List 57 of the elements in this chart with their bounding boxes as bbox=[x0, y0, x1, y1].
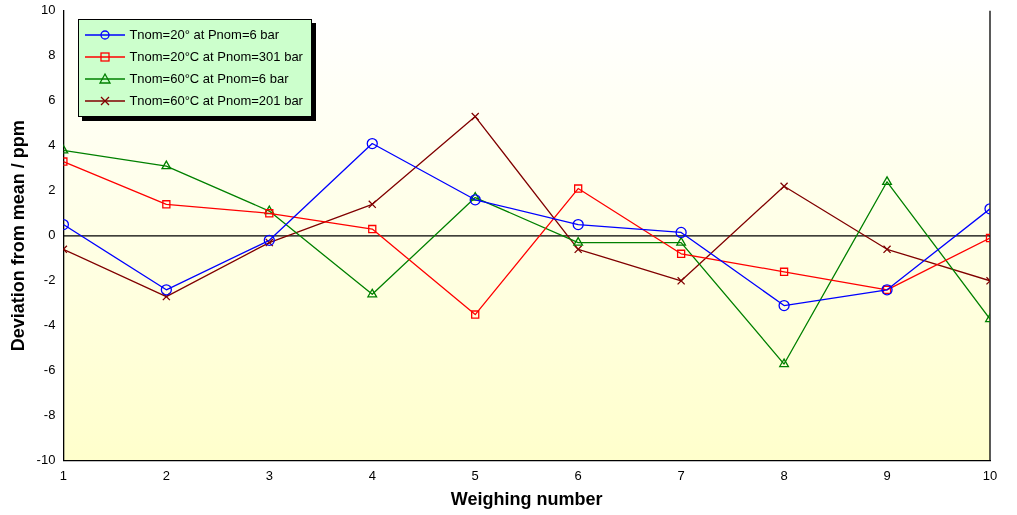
x-tick-label: 4 bbox=[368, 468, 376, 484]
point bbox=[675, 226, 687, 239]
point bbox=[573, 245, 583, 254]
y-axis-title: Deviation from mean / ppm bbox=[7, 120, 28, 352]
point bbox=[779, 182, 789, 191]
x-tick-label: 5 bbox=[471, 468, 479, 484]
y-tick-label: -2 bbox=[43, 272, 56, 288]
x-tick-label: 10 bbox=[982, 468, 998, 484]
x-tick-label: 6 bbox=[574, 468, 582, 484]
x-axis-title: Weighing number bbox=[450, 489, 603, 510]
point bbox=[162, 200, 171, 209]
y-tick-label: 4 bbox=[48, 137, 56, 153]
legend-label: Tnom=20° at Pnom=6 bar bbox=[129, 27, 280, 43]
point bbox=[263, 234, 275, 246]
point bbox=[573, 236, 584, 246]
point bbox=[366, 137, 378, 150]
y-tick-label: 6 bbox=[48, 92, 56, 108]
y-tick-label: -8 bbox=[43, 407, 56, 423]
point bbox=[368, 224, 377, 234]
x-tick-label: 8 bbox=[780, 468, 788, 484]
point bbox=[471, 310, 480, 319]
x-tick-label: 3 bbox=[265, 468, 273, 484]
point bbox=[882, 245, 892, 254]
point bbox=[573, 184, 583, 193]
point bbox=[882, 176, 893, 185]
point bbox=[470, 191, 481, 201]
y-tick-label: -6 bbox=[43, 362, 56, 378]
point bbox=[676, 276, 686, 285]
point bbox=[572, 218, 584, 231]
y-tick-label: 8 bbox=[48, 47, 56, 63]
point bbox=[160, 284, 172, 296]
point bbox=[469, 194, 481, 206]
point bbox=[368, 200, 377, 209]
x-tick-label: 1 bbox=[59, 468, 68, 484]
legend-label: Tnom=60°C at Pnom=6 bar bbox=[129, 71, 289, 87]
legend-label: Tnom=20°C at Pnom=301 bar bbox=[129, 49, 303, 65]
y-tick-label: -4 bbox=[43, 317, 56, 333]
point bbox=[265, 209, 274, 218]
legend-label: Tnom=60°C at Pnom=201 bar bbox=[129, 93, 303, 109]
x-tick-label: 9 bbox=[883, 468, 891, 484]
y-tick-label: 2 bbox=[48, 182, 56, 198]
point bbox=[265, 238, 274, 247]
y-tick-label: 10 bbox=[40, 2, 56, 18]
point bbox=[264, 205, 275, 215]
point bbox=[778, 299, 790, 312]
point bbox=[162, 292, 171, 301]
point bbox=[676, 236, 687, 246]
x-tick-label: 7 bbox=[677, 468, 685, 484]
y-tick-label: -10 bbox=[36, 452, 56, 468]
point bbox=[471, 112, 480, 121]
point bbox=[161, 160, 172, 170]
y-tick-label: 0 bbox=[48, 227, 56, 243]
point bbox=[676, 249, 686, 258]
point bbox=[779, 358, 790, 368]
x-tick-label: 2 bbox=[162, 468, 170, 484]
point bbox=[779, 267, 789, 276]
point bbox=[367, 288, 378, 298]
